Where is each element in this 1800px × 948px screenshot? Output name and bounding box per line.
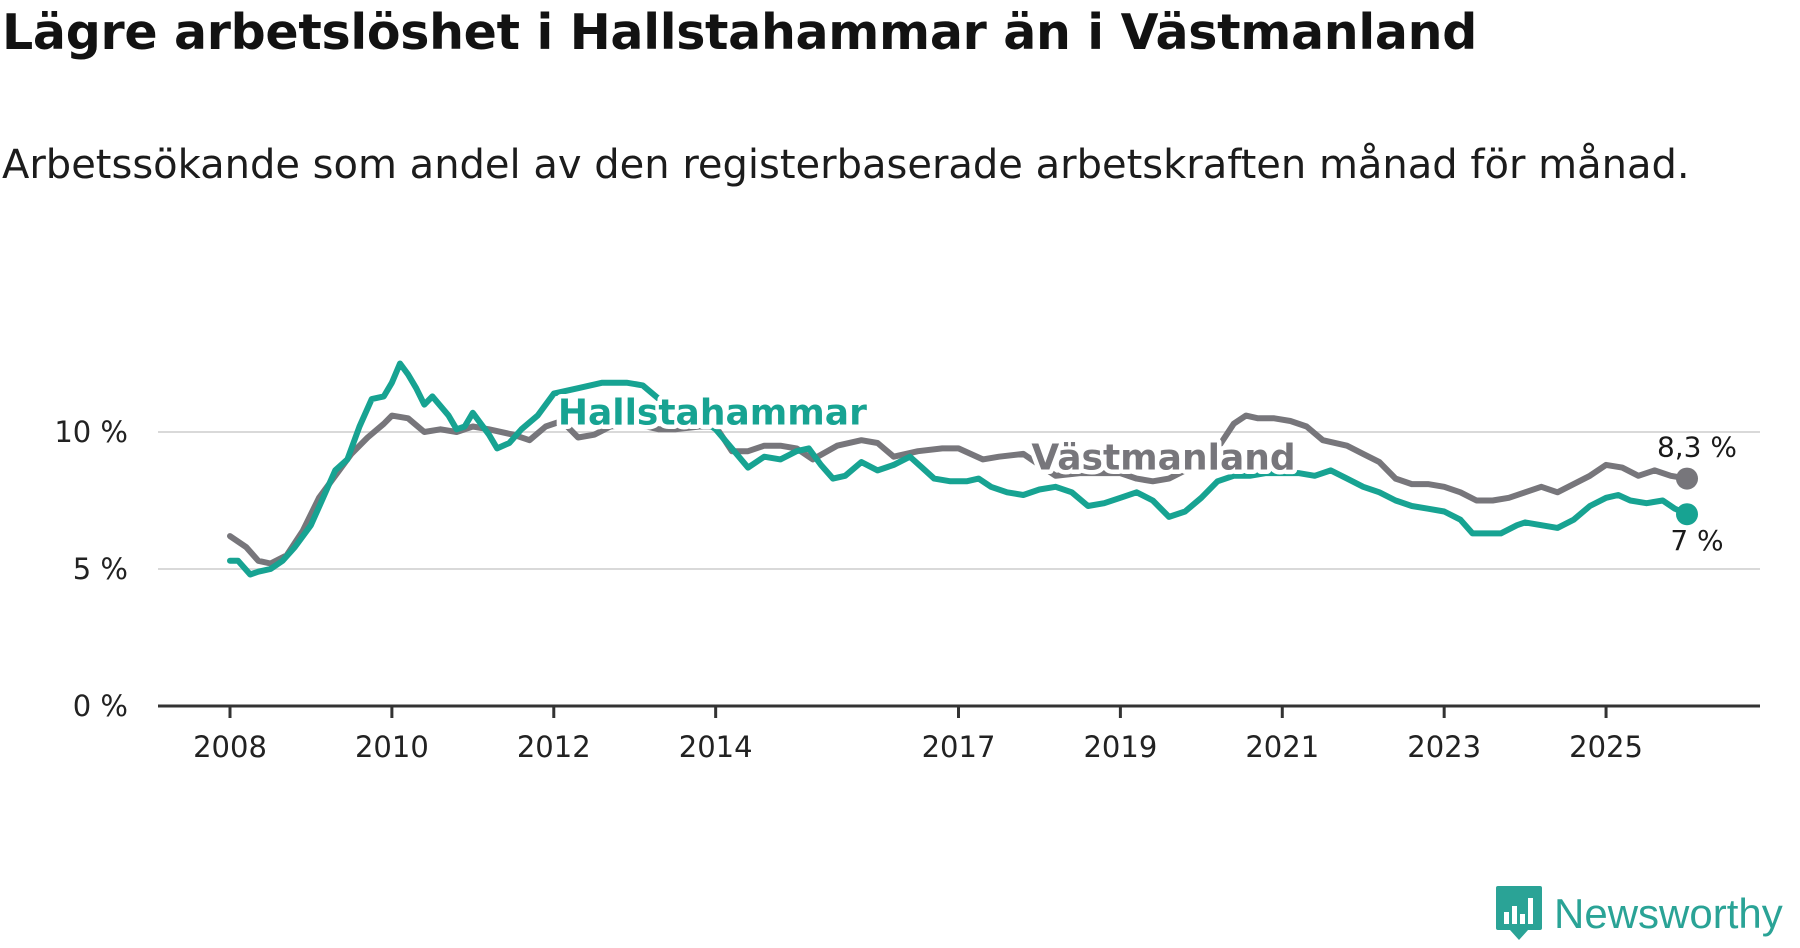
x-tick-label: 2017 bbox=[922, 730, 996, 764]
end-point-vastmanland bbox=[1676, 467, 1698, 490]
series-lines bbox=[227, 360, 1690, 578]
x-tick-label: 2010 bbox=[355, 730, 429, 764]
series-line-vastmanland bbox=[227, 412, 1690, 567]
series-label-vastmanland: Västmanland bbox=[1031, 438, 1295, 479]
grid-lines bbox=[158, 431, 1760, 570]
x-tick-label: 2012 bbox=[517, 730, 591, 764]
series-line-hallstahammar bbox=[227, 360, 1690, 578]
x-tick-label: 2019 bbox=[1083, 730, 1157, 764]
axes: 0 % 5 % 10 % 2008 2010 2012 2014 2017 2019 2021 20… bbox=[54, 415, 1760, 764]
chart-subtitle: Arbetssökande som andel av den registerb… bbox=[2, 142, 1690, 188]
y-tick-label: 5 % bbox=[73, 552, 128, 586]
x-tick-label: 2014 bbox=[679, 730, 753, 764]
brand-logo: Newsworthy bbox=[1494, 884, 1783, 944]
chart-title: Lägre arbetslöshet i Hallstahammar än i … bbox=[2, 4, 1477, 61]
brand-name: Newsworthy bbox=[1554, 890, 1783, 937]
end-value-label-hallstahammar: 7 % bbox=[1670, 524, 1723, 557]
bar-chart-badge-icon bbox=[1496, 886, 1542, 940]
x-tick-label: 2025 bbox=[1569, 730, 1643, 764]
x-tick-label: 2008 bbox=[193, 730, 267, 764]
end-value-label-vastmanland: 8,3 % bbox=[1657, 431, 1737, 464]
y-tick-label: 0 % bbox=[73, 689, 128, 723]
x-tick-label: 2023 bbox=[1407, 730, 1481, 764]
x-tick-label: 2021 bbox=[1245, 730, 1319, 764]
end-point-hallstahammar bbox=[1676, 503, 1698, 526]
labels: 8,3 % 7 % Hallstahammar Västmanland bbox=[553, 388, 1740, 560]
series-label-hallstahammar: Hallstahammar bbox=[558, 392, 867, 433]
y-tick-label: 10 % bbox=[54, 415, 128, 449]
